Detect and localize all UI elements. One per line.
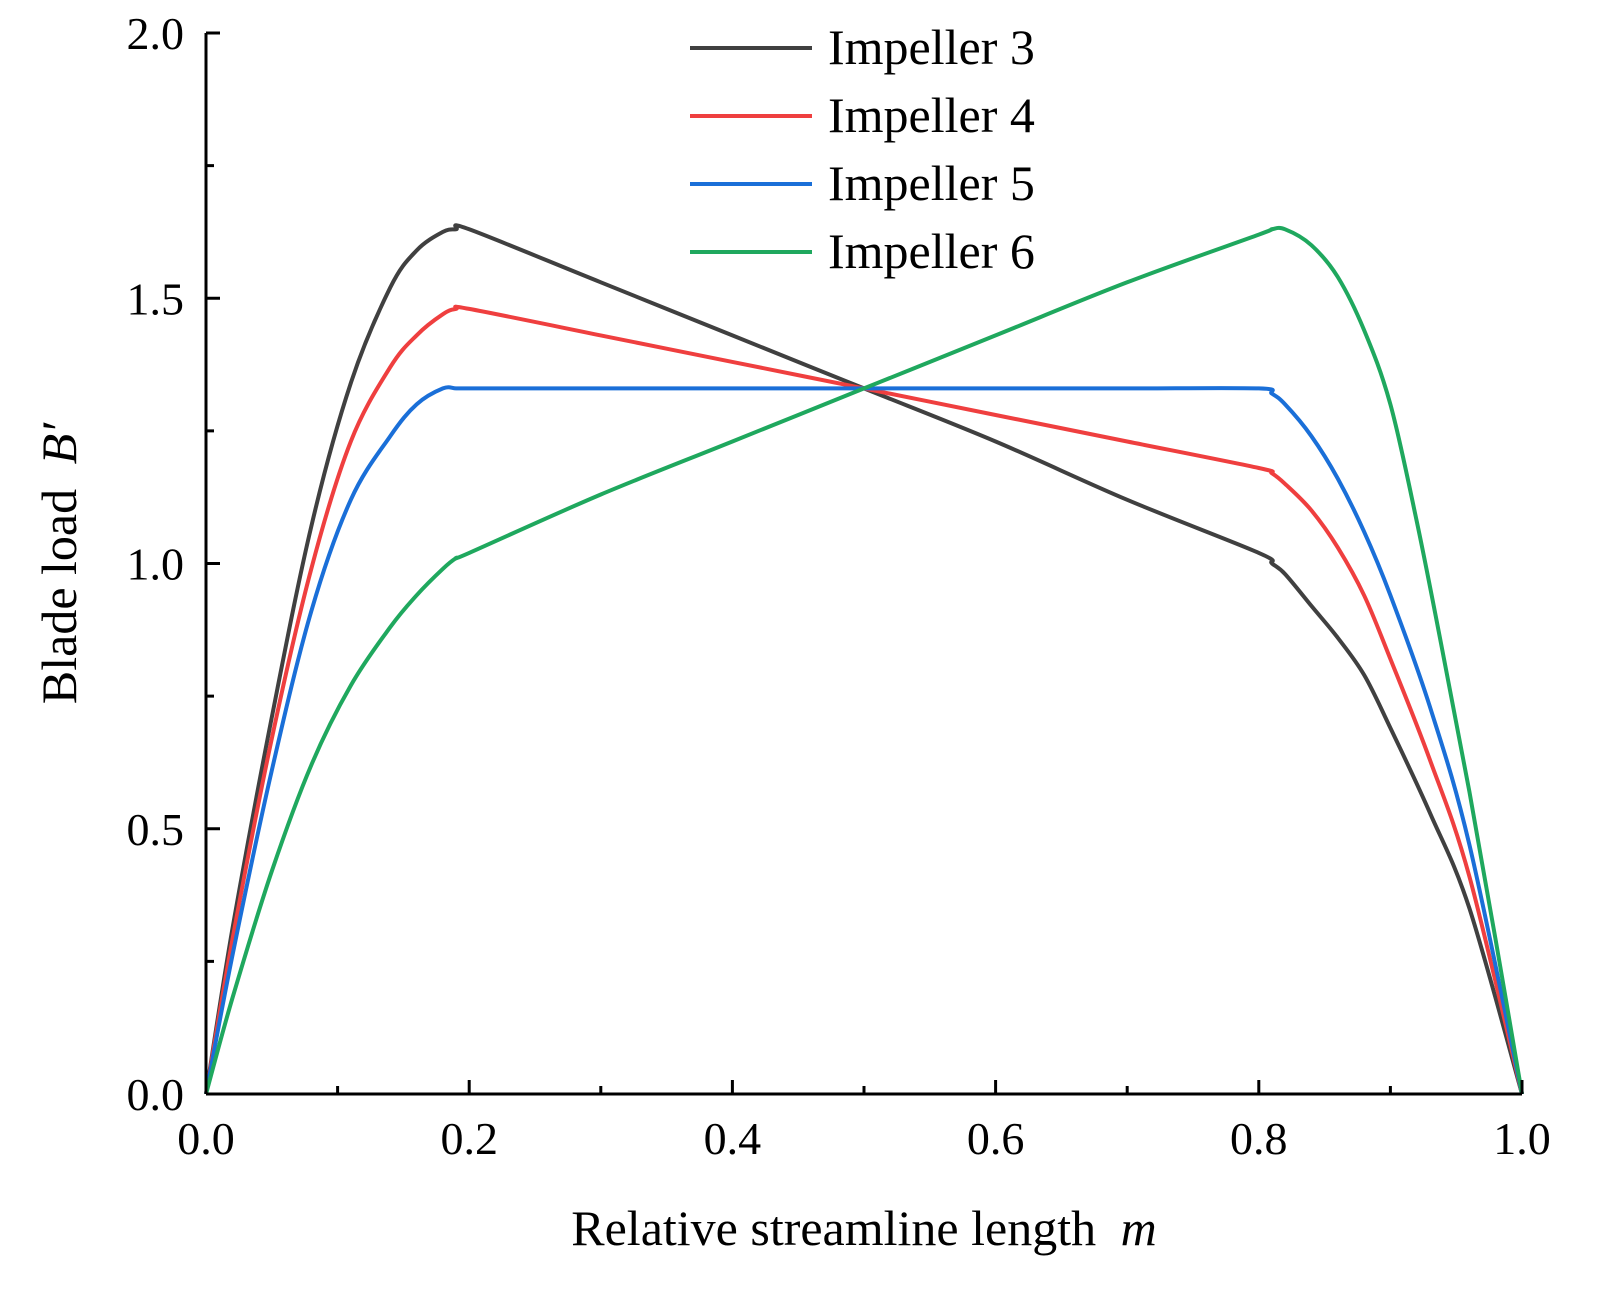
series-line-impeller-5 (204, 385, 1524, 1095)
legend-label-impeller-4: Impeller 4 (828, 87, 1035, 143)
legend-label-impeller-6: Impeller 6 (828, 223, 1035, 279)
y-axis-title: Blade load B′ (31, 422, 87, 704)
x-tick-label: 0.4 (704, 1113, 762, 1164)
series-line-impeller-4 (204, 304, 1524, 1095)
ticks-layer: 0.0 0.2 0.4 0.6 0.8 1.0 0.0 0.5 1.0 1.5 2.0 (127, 8, 1551, 1164)
x-axis-title-variable: m (1121, 1200, 1157, 1256)
series-line-impeller-3 (204, 223, 1524, 1095)
y-tick-label: 1.0 (127, 539, 185, 590)
x-tick-label: 1.0 (1493, 1113, 1551, 1164)
legend-label-impeller-5: Impeller 5 (828, 155, 1035, 211)
y-tick-label: 0.0 (127, 1069, 185, 1120)
legend: Impeller 3 Impeller 4 Impeller 5 Impeller 6 (690, 19, 1035, 279)
y-tick-label: 0.5 (127, 804, 185, 855)
series-line-impeller-6 (204, 225, 1524, 1095)
y-axis-title-variable: B′ (31, 422, 87, 465)
x-tick-label: 0.6 (967, 1113, 1025, 1164)
x-axis-title-text: Relative streamline length (571, 1200, 1096, 1256)
series-layer (204, 223, 1524, 1095)
y-tick-label: 1.5 (127, 273, 185, 324)
legend-label-impeller-3: Impeller 3 (828, 19, 1035, 75)
y-axis-title-text: Blade load (31, 489, 87, 704)
x-axis-title: Relative streamline length m (571, 1200, 1156, 1256)
x-tick-label: 0.0 (177, 1113, 235, 1164)
x-tick-label: 0.8 (1230, 1113, 1288, 1164)
x-tick-label: 0.2 (440, 1113, 498, 1164)
y-tick-label: 2.0 (127, 8, 185, 59)
